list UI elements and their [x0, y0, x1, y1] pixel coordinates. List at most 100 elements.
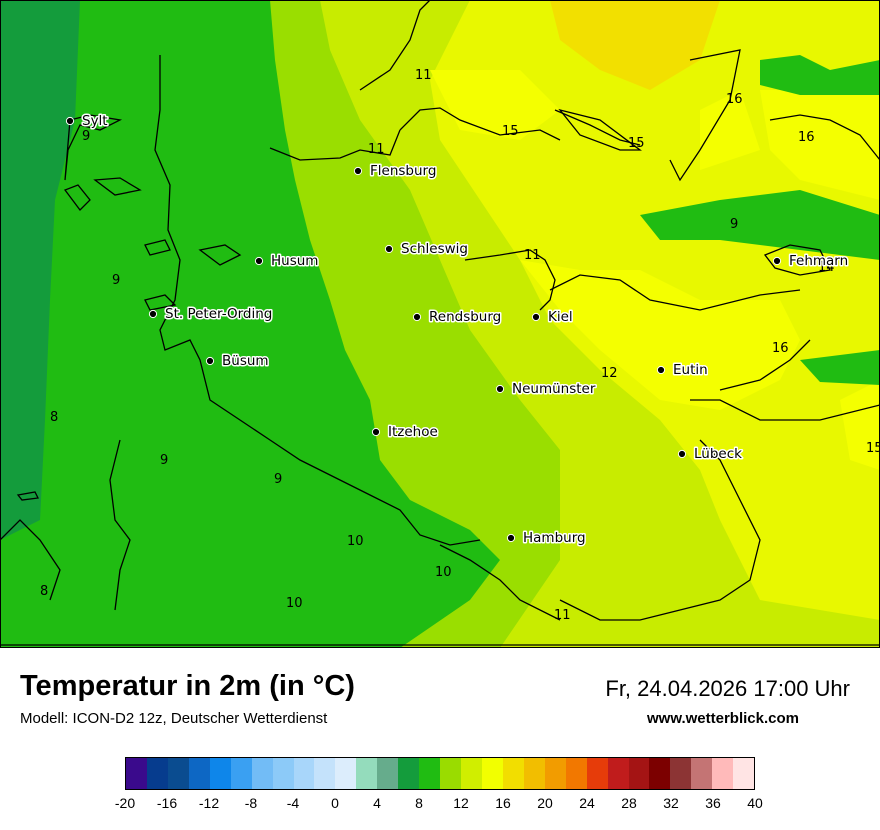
isotherm-label: 9: [730, 217, 738, 232]
isotherm-label: 9: [112, 273, 120, 288]
isotherm-label: 15: [502, 124, 519, 139]
isotherm-label: 9: [274, 472, 282, 487]
islands: [16, 108, 642, 501]
city-flensburg: Flensburg: [353, 162, 438, 181]
coastlines: [0, 0, 880, 646]
city-label: Fehmarn: [789, 253, 848, 269]
city-label: Hamburg: [523, 530, 586, 546]
legend-swatch: [544, 758, 566, 789]
city-label: Itzehoe: [388, 424, 438, 440]
isotherm-label: 16: [798, 130, 815, 145]
isotherm-label: 8: [40, 584, 48, 599]
color-legend: [125, 757, 755, 790]
legend-tick-label: -12: [198, 795, 220, 811]
legend-swatch: [356, 758, 378, 789]
temp-band-16b: [550, 0, 720, 90]
isotherm-label: 10: [286, 596, 303, 611]
legend-swatch: [481, 758, 503, 789]
legend-swatch: [230, 758, 252, 789]
legend-swatch: [377, 758, 399, 789]
city-luebeck: Lübeck: [677, 445, 744, 464]
temperature-map: 11 15 16 16 15 11 9 9 9 11 14 16 12 8 9 …: [0, 0, 880, 648]
cities: Sylt Flensburg Schleswig Husum St. Peter…: [65, 112, 850, 548]
city-label: Rendsburg: [429, 309, 501, 325]
legend-swatch: [586, 758, 608, 789]
city-sylt: Sylt: [65, 112, 109, 131]
temp-band-9: [0, 0, 500, 648]
legend-swatch: [146, 758, 168, 789]
temp-band-9-east: [640, 190, 880, 260]
website-link: www.wetterblick.com: [647, 710, 799, 727]
city-eutin: Eutin: [656, 361, 709, 380]
temp-band-16: [520, 260, 800, 410]
isotherm-label: 11: [524, 248, 541, 263]
isotherm-labels: 11 15 16 16 15 11 9 9 9 11 14 16 12 8 9 …: [40, 68, 880, 623]
legend-swatch: [126, 758, 147, 789]
city-label: Neumünster: [512, 381, 596, 397]
forecast-datetime: Fr, 24.04.2026 17:00 Uhr: [605, 676, 850, 701]
legend-tick-label: 4: [373, 795, 381, 811]
isotherm-label: 11: [554, 608, 571, 623]
isotherm-label: 15: [866, 441, 880, 456]
legend-tick-label: 16: [495, 795, 511, 811]
legend-swatch: [712, 758, 734, 789]
city-label: Sylt: [82, 113, 108, 129]
isotherm-label: 15: [628, 136, 645, 151]
legend-tick-label: 32: [663, 795, 679, 811]
legend-swatch: [670, 758, 692, 789]
legend-tick-label: 8: [415, 795, 423, 811]
city-label: Husum: [271, 253, 318, 269]
legend-swatch: [523, 758, 545, 789]
temp-band-9-east3: [800, 350, 880, 385]
city-st-peter-ording: St. Peter-Ording: [148, 305, 274, 324]
city-kiel: Kiel: [531, 308, 574, 327]
isotherm-label: 10: [347, 534, 364, 549]
city-itzehoe: Itzehoe: [371, 423, 439, 442]
isotherm-label: 9: [160, 453, 168, 468]
city-label: Büsum: [222, 353, 269, 369]
legend-tick-label: -20: [114, 795, 136, 811]
city-label: Flensburg: [370, 163, 436, 179]
legend-swatch: [691, 758, 713, 789]
legend-swatch: [461, 758, 482, 789]
legend-swatch: [209, 758, 231, 789]
temp-band-16e: [840, 380, 880, 470]
city-hamburg: Hamburg: [506, 529, 587, 548]
city-rendsburg: Rendsburg: [412, 308, 503, 327]
isotherm-label: 16: [772, 341, 789, 356]
legend-swatch: [607, 758, 629, 789]
legend-swatch: [335, 758, 357, 789]
legend-swatch: [272, 758, 294, 789]
city-fehmarn: Fehmarn: [772, 252, 850, 271]
legend-tick-label: -4: [286, 795, 300, 811]
temp-band-15a: [430, 70, 560, 140]
city-label: Eutin: [673, 362, 708, 378]
city-label: Schleswig: [401, 241, 468, 257]
legend-swatch: [440, 758, 461, 789]
city-buesum: Büsum: [205, 352, 270, 371]
temp-band-8: [0, 0, 80, 540]
isotherm-label: 8: [50, 410, 58, 425]
temp-band-9-east2: [760, 55, 880, 95]
legend-swatch: [628, 758, 650, 789]
legend-swatch: [565, 758, 587, 789]
isotherm-label: 11: [415, 68, 432, 83]
legend-swatch: [293, 758, 315, 789]
isotherm-label: 9: [82, 129, 90, 144]
legend-swatch: [649, 758, 671, 789]
page-title: Temperatur in 2m (in °C): [20, 670, 355, 702]
legend-swatch: [314, 758, 336, 789]
city-label: Kiel: [548, 309, 573, 325]
legend-swatch: [398, 758, 420, 789]
city-label: Lübeck: [694, 446, 742, 462]
isotherm-label: 12: [601, 366, 618, 381]
city-husum: Husum: [254, 252, 320, 271]
city-neumuenster: Neumünster: [495, 380, 597, 399]
legend-tick-label: 12: [453, 795, 469, 811]
legend-tick-label: -16: [156, 795, 178, 811]
city-label: St. Peter-Ording: [165, 306, 272, 322]
legend-tick-label: 28: [621, 795, 637, 811]
temp-band-16d: [700, 90, 760, 170]
legend-ticks: -20 -16 -12 -8 -4 0 4 8 12 16 20 24 28 32 36 40: [115, 795, 763, 815]
isotherm-label: 11: [368, 142, 385, 157]
